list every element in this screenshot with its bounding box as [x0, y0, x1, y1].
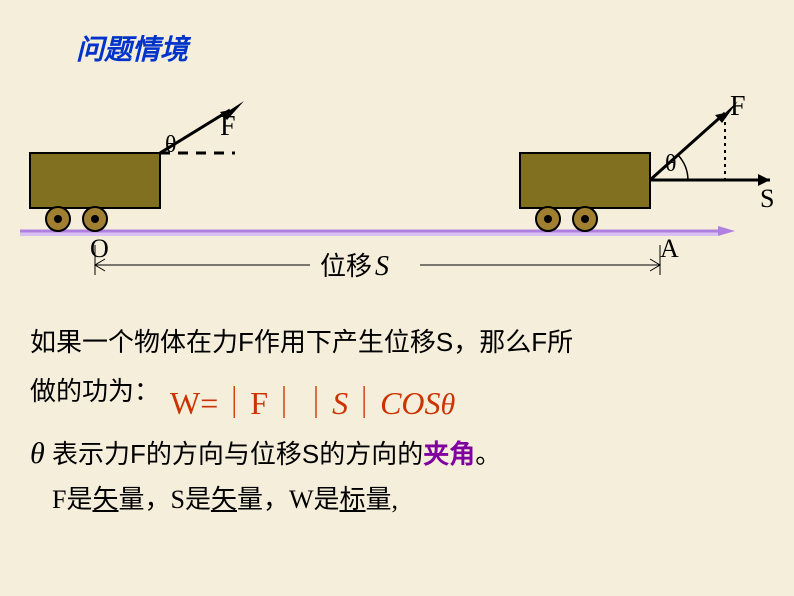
- label-dispvar: S: [375, 251, 389, 282]
- label-theta1: θ: [165, 132, 177, 158]
- label-f1: F: [220, 111, 236, 142]
- label-f2: F: [730, 95, 746, 122]
- title: 问题情境: [76, 28, 188, 68]
- body-line4: F是矢量，S是矢量，W是标量,: [52, 475, 792, 524]
- label-disp: 位移: [320, 252, 372, 281]
- label-a: A: [660, 234, 679, 263]
- label-theta2: θ: [665, 151, 677, 177]
- label-o: O: [90, 234, 109, 263]
- formula: W=｜F｜｜S｜COSθ: [170, 378, 455, 424]
- body-line3: θ 表示力F的方向与位移S的方向的夹角。: [30, 425, 770, 482]
- physics-diagram: F θ S F θ O A 位移 S: [0, 95, 794, 295]
- label-s: S: [760, 184, 774, 213]
